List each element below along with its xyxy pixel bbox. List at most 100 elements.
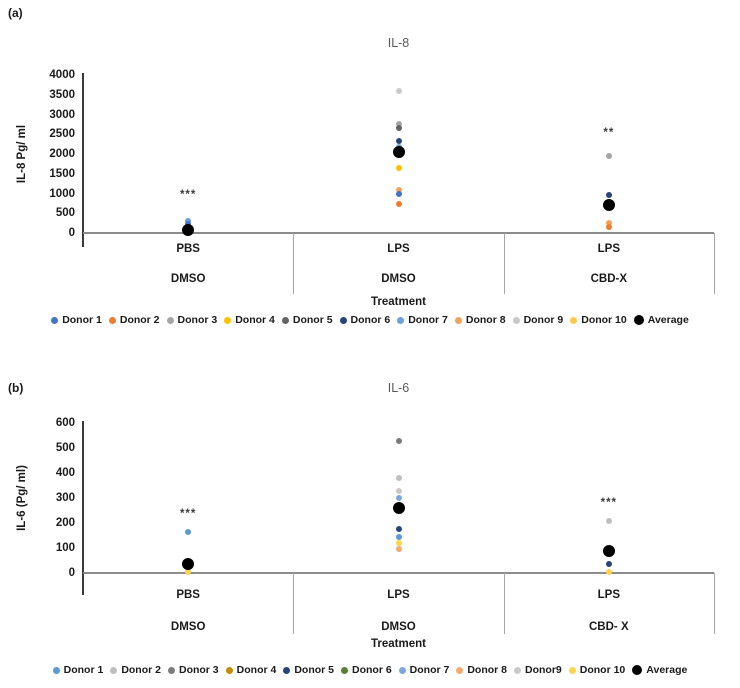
donor-point [395,191,402,198]
legend-label: Donor 7 [408,314,448,326]
legend-label: Donor 4 [236,664,277,676]
y-tick-label: 500 [55,207,75,220]
legend-label: Donor 1 [63,664,104,676]
y-tick-label: 500 [55,442,75,454]
legend-label: Donor9 [525,664,562,676]
panel-b-label: (b) [8,381,24,395]
legend-marker-icon [570,316,578,324]
legend-label: Donor 10 [581,314,627,326]
legend-marker-icon [339,316,347,324]
donor-point [605,517,612,524]
category-label-bottom: DMSO [381,621,416,633]
legend-label: Donor 1 [62,314,102,326]
legend-label: Donor 2 [121,664,161,676]
legend-label: Donor 3 [178,664,219,676]
category-label-top: LPS [597,243,620,255]
donor-point [605,568,612,575]
average-point [392,146,405,159]
significance-annotation: ** [603,127,615,140]
legend-marker-icon [167,666,175,674]
legend-label: Donor 8 [467,664,508,676]
donor-point [395,475,402,481]
category-divider [503,573,505,634]
category-label-bottom: DMSO [170,273,206,285]
category-label-top: PBS [176,243,200,255]
category-label-bottom: CBD-X [590,273,628,285]
donor-point [185,568,192,575]
y-tick-label: 4000 [49,69,75,81]
legend-item: Donor 5 [281,314,333,326]
legend-item: Donor 5 [283,664,334,676]
legend-label: Donor 9 [523,314,564,326]
legend-label: Donor 6 [350,314,391,326]
donor-point [395,533,402,540]
average-point [602,544,615,557]
legend-label: Donor 7 [409,664,450,676]
category-label-top: PBS [176,589,200,601]
chart-a-legend: Donor 1 Donor 2 Donor 3 Donor 4 Donor 5 Donor… [0,314,740,326]
y-tick-label: 1500 [49,167,75,180]
chart-b-x-axis-title: Treatment [371,638,426,650]
y-tick-label: 3500 [49,88,75,101]
donor-point [605,152,612,159]
donor-point [395,546,402,553]
y-tick-label: 400 [55,467,75,479]
donor-point [605,561,612,568]
legend-marker-icon [397,316,405,324]
y-tick-label: 2500 [49,128,75,141]
legend-label: Donor 3 [177,314,218,326]
legend-marker-icon [52,666,60,674]
legend-item: Donor 1 [52,664,104,676]
category-divider [293,573,295,634]
chart-b-title: IL-6 [387,381,410,395]
legend-label: Donor 10 [579,664,626,676]
category-label-top: LPS [387,589,410,601]
legend-label: Donor 5 [292,314,333,326]
donor-point [395,121,402,128]
category-label-top: LPS [597,589,620,601]
y-tick-label: 1000 [49,187,75,200]
legend-item: Donor 8 [454,314,506,326]
donor-point [605,220,612,227]
donor-point [185,528,192,535]
y-tick-label: 200 [55,517,75,529]
legend-marker-icon [456,666,464,674]
legend-item: Donor 3 [167,664,219,676]
legend-label: Donor 6 [352,664,392,676]
chart-b-x-axis-line [83,572,714,574]
donor-point [395,526,402,533]
legend-item: Donor 10 [568,664,626,676]
y-tick-label: 300 [55,492,75,504]
category-label-top: LPS [387,243,410,255]
legend-marker-icon [108,316,116,324]
legend-label: Donor 2 [119,314,160,326]
significance-annotation: *** [179,508,197,521]
category-divider [714,573,715,634]
legend-marker-icon [283,666,291,674]
legend-marker-icon [454,316,462,324]
legend-item: Donor 1 [51,314,102,326]
donor-point [395,137,402,144]
y-tick-label: 0 [68,227,75,239]
category-label-bottom: DMSO [170,621,206,633]
legend-label: Average [646,664,688,676]
donor-point [605,223,612,230]
chart-b-y-axis-line [82,421,84,595]
legend-item: Donor 2 [110,664,161,676]
average-point [182,223,195,236]
category-divider [293,233,295,294]
y-tick-label: 0 [68,567,75,579]
category-label-bottom: DMSO [381,273,416,285]
legend-marker-icon [166,316,174,324]
legend-item: Donor 4 [225,664,277,676]
legend-label: Average [647,314,689,326]
donor-point [395,164,402,171]
category-divider [503,233,505,294]
category-divider [714,233,715,294]
legend-marker-icon [633,315,644,325]
legend-item: Donor 7 [397,314,448,326]
legend-label: Donor 4 [235,314,275,326]
legend-marker-icon [281,316,289,324]
donor-point [395,186,402,193]
